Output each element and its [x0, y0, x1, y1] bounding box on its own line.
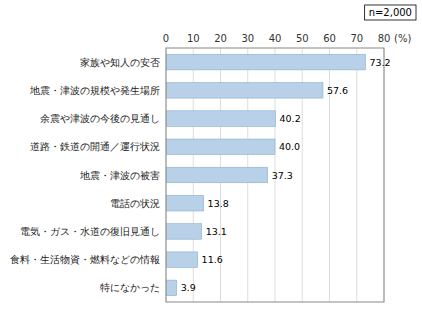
data-label: 40.2	[280, 113, 301, 124]
bar	[166, 111, 276, 127]
tick-label: 40	[269, 33, 282, 44]
category-label: 電気・ガス・水道の復旧見通し	[20, 226, 160, 237]
category-label: 地震・津波の被害	[79, 170, 160, 181]
data-label: 13.1	[206, 226, 227, 237]
data-label: 57.6	[327, 85, 348, 96]
bar	[166, 224, 202, 240]
grid-line	[356, 48, 357, 302]
data-label: 11.6	[202, 254, 223, 265]
bar	[166, 139, 275, 155]
tick-label: 70	[350, 33, 363, 44]
category-label: 食料・生活物資・燃料などの情報	[10, 254, 160, 265]
tick-label: 50	[296, 33, 309, 44]
bar	[166, 167, 268, 183]
bars	[166, 54, 365, 295]
data-label: 73.2	[369, 57, 390, 68]
chart-container: 0 10 20 30 40 50 60 70 80(%) 特になかった 食料・生活物資・燃料などの情…	[0, 0, 422, 312]
tick-label: 60	[323, 33, 336, 44]
grid	[166, 48, 384, 302]
tick-label: 20	[214, 33, 227, 44]
bar	[166, 280, 177, 296]
category-label: 家族や知人の安否	[80, 57, 160, 68]
bar	[166, 252, 198, 268]
data-label: 40.0	[279, 141, 300, 152]
chart-svg: 0 10 20 30 40 50 60 70 80(%) 特になかった 食料・生活物資・燃料などの情…	[0, 0, 422, 312]
bar	[166, 195, 204, 211]
tick-label: 80	[378, 33, 391, 44]
data-label: 37.3	[272, 170, 293, 181]
tick-label: 10	[187, 33, 200, 44]
plot-frame	[166, 48, 384, 302]
category-label: 地震・津波の規模や発生場所	[29, 85, 160, 96]
annotation: n=2,000	[369, 7, 412, 18]
category-label: 余震や津波の今後の見通し	[40, 113, 160, 124]
tick-label: 30	[241, 33, 254, 44]
category-label: 電話の状況	[110, 198, 160, 209]
data-label: 13.8	[208, 198, 229, 209]
category-label: 特になかった	[100, 282, 160, 293]
axis-label: (%)	[394, 33, 411, 44]
bar	[166, 54, 365, 70]
annotation-box	[365, 5, 416, 20]
bar	[166, 83, 323, 99]
tick-label: 0	[163, 33, 169, 44]
data-label: 3.9	[181, 282, 196, 293]
category-label: 道路・鉄道の開通／運行状況	[30, 141, 160, 152]
background	[0, 0, 422, 312]
